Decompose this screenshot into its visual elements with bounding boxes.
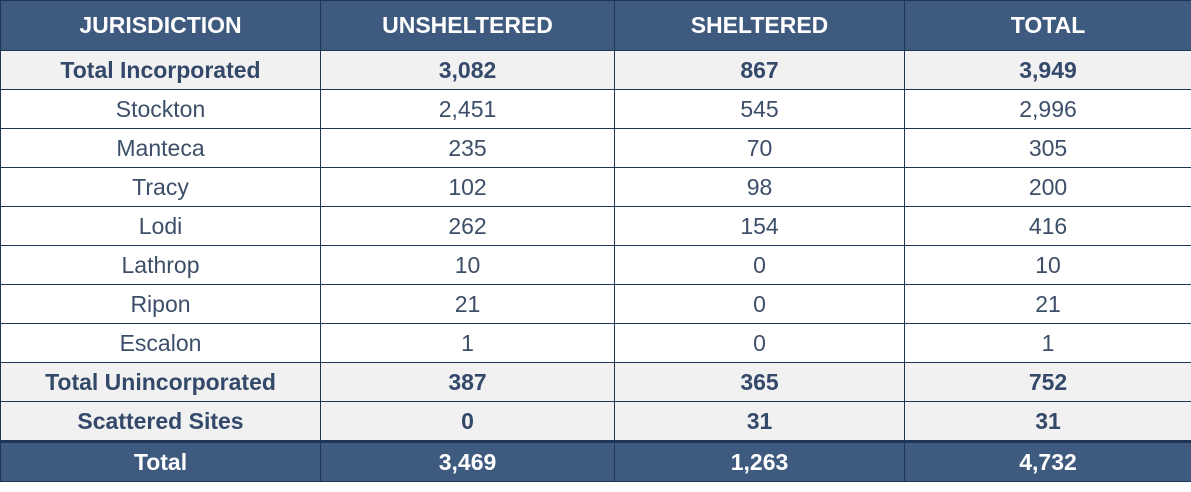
total-cell: 2,996 xyxy=(904,89,1191,129)
table-row: Scattered Sites 0 31 31 xyxy=(0,401,1191,442)
jurisdiction-cell: Tracy xyxy=(0,167,321,207)
total-cell: 200 xyxy=(904,167,1191,207)
column-header-sheltered: SHELTERED xyxy=(614,0,905,51)
sheltered-cell: 154 xyxy=(614,206,905,246)
total-row-label: Total xyxy=(0,440,321,482)
sheltered-cell: 867 xyxy=(614,50,905,90)
table-row: Total Unincorporated 387 365 752 xyxy=(0,362,1191,402)
column-header-unsheltered: UNSHELTERED xyxy=(320,0,615,51)
total-cell: 416 xyxy=(904,206,1191,246)
jurisdiction-cell: Total Unincorporated xyxy=(0,362,321,402)
sheltered-cell: 70 xyxy=(614,128,905,168)
jurisdiction-cell: Scattered Sites xyxy=(0,401,321,442)
table-row: Stockton 2,451 545 2,996 xyxy=(0,89,1191,129)
column-header-total: TOTAL xyxy=(904,0,1191,51)
jurisdiction-cell: Manteca xyxy=(0,128,321,168)
sheltered-cell: 545 xyxy=(614,89,905,129)
total-cell: 305 xyxy=(904,128,1191,168)
unsheltered-cell: 387 xyxy=(320,362,615,402)
jurisdiction-table: JURISDICTION UNSHELTERED SHELTERED TOTAL… xyxy=(0,0,1191,482)
total-cell: 21 xyxy=(904,284,1191,324)
total-cell: 3,949 xyxy=(904,50,1191,90)
sheltered-cell: 365 xyxy=(614,362,905,402)
table-row: Manteca 235 70 305 xyxy=(0,128,1191,168)
jurisdiction-cell: Lathrop xyxy=(0,245,321,285)
table-row: Escalon 1 0 1 xyxy=(0,323,1191,363)
unsheltered-cell: 262 xyxy=(320,206,615,246)
jurisdiction-cell: Ripon xyxy=(0,284,321,324)
table-row: Tracy 102 98 200 xyxy=(0,167,1191,207)
jurisdiction-cell: Stockton xyxy=(0,89,321,129)
column-header-jurisdiction: JURISDICTION xyxy=(0,0,321,51)
sheltered-cell: 0 xyxy=(614,245,905,285)
header-row: JURISDICTION UNSHELTERED SHELTERED TOTAL xyxy=(0,0,1191,51)
unsheltered-cell: 2,451 xyxy=(320,89,615,129)
sheltered-cell: 31 xyxy=(614,401,905,442)
total-row: Total 3,469 1,263 4,732 xyxy=(0,440,1191,482)
unsheltered-cell: 235 xyxy=(320,128,615,168)
sheltered-cell: 0 xyxy=(614,323,905,363)
unsheltered-cell: 102 xyxy=(320,167,615,207)
total-cell: 752 xyxy=(904,362,1191,402)
jurisdiction-cell: Lodi xyxy=(0,206,321,246)
unsheltered-cell: 21 xyxy=(320,284,615,324)
total-row-unsheltered: 3,469 xyxy=(320,440,615,482)
sheltered-cell: 98 xyxy=(614,167,905,207)
unsheltered-cell: 10 xyxy=(320,245,615,285)
table-row: Total Incorporated 3,082 867 3,949 xyxy=(0,50,1191,90)
sheltered-cell: 0 xyxy=(614,284,905,324)
total-cell: 1 xyxy=(904,323,1191,363)
table-row: Lodi 262 154 416 xyxy=(0,206,1191,246)
total-cell: 31 xyxy=(904,401,1191,442)
total-cell: 10 xyxy=(904,245,1191,285)
jurisdiction-cell: Total Incorporated xyxy=(0,50,321,90)
unsheltered-cell: 3,082 xyxy=(320,50,615,90)
table-body: Total Incorporated 3,082 867 3,949 Stockton 2… xyxy=(0,50,1191,442)
unsheltered-cell: 0 xyxy=(320,401,615,442)
unsheltered-cell: 1 xyxy=(320,323,615,363)
total-row-total: 4,732 xyxy=(904,440,1191,482)
table-row: Lathrop 10 0 10 xyxy=(0,245,1191,285)
total-row-sheltered: 1,263 xyxy=(614,440,905,482)
table-row: Ripon 21 0 21 xyxy=(0,284,1191,324)
jurisdiction-cell: Escalon xyxy=(0,323,321,363)
